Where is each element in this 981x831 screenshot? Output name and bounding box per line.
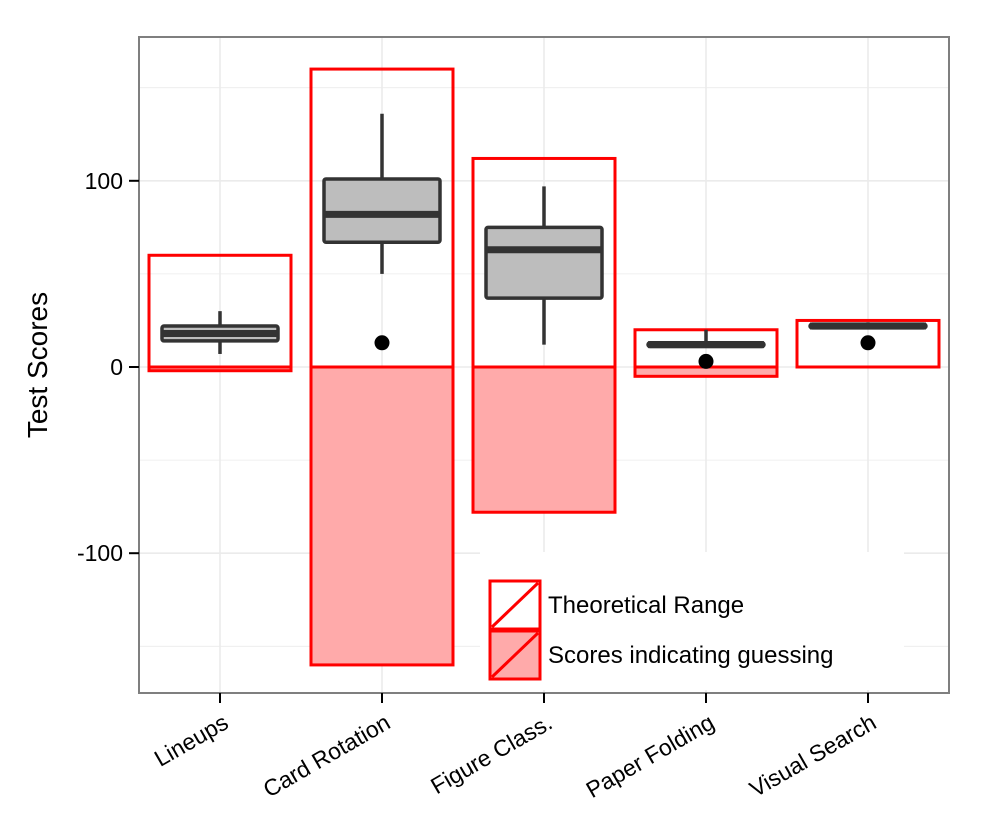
x-tick-label: Paper Folding (581, 709, 718, 803)
x-tick-label: Lineups (150, 709, 233, 772)
x-axis: Lineups Card Rotation Figure Class. Paper F… (150, 693, 881, 803)
boxplots (160, 113, 928, 354)
x-tick-label: Figure Class. (426, 709, 556, 799)
y-tick-label: -100 (77, 540, 123, 566)
legend-label: Theoretical Range (548, 592, 744, 619)
box (484, 225, 604, 300)
y-tick-label: 100 (85, 168, 123, 194)
guessing-area (149, 367, 291, 371)
chance-point (698, 353, 714, 369)
guessing-area (635, 367, 777, 377)
chance-point (374, 335, 390, 351)
y-axis: -100 0 100 (77, 168, 139, 566)
y-tick-label: 0 (110, 354, 123, 380)
x-tick-label: Card Rotation (259, 709, 395, 802)
box (322, 177, 442, 244)
guessing-area (473, 367, 615, 513)
theoretical-range (147, 253, 293, 373)
legend-label: Scores indicating guessing (548, 642, 834, 669)
y-axis-title: Test Scores (22, 292, 53, 438)
legend-key-diagonal (490, 581, 540, 629)
chance-points (374, 335, 876, 369)
legend-background (480, 552, 904, 690)
guessing-area (311, 367, 453, 665)
chance-point (860, 335, 876, 351)
theoretical-ranges (147, 67, 941, 667)
legend: Theoretical Range Scores indicating guess… (480, 552, 904, 690)
theoretical-range (471, 156, 617, 514)
legend-key-diagonal (490, 631, 540, 679)
x-tick-label: Visual Search (745, 709, 881, 802)
